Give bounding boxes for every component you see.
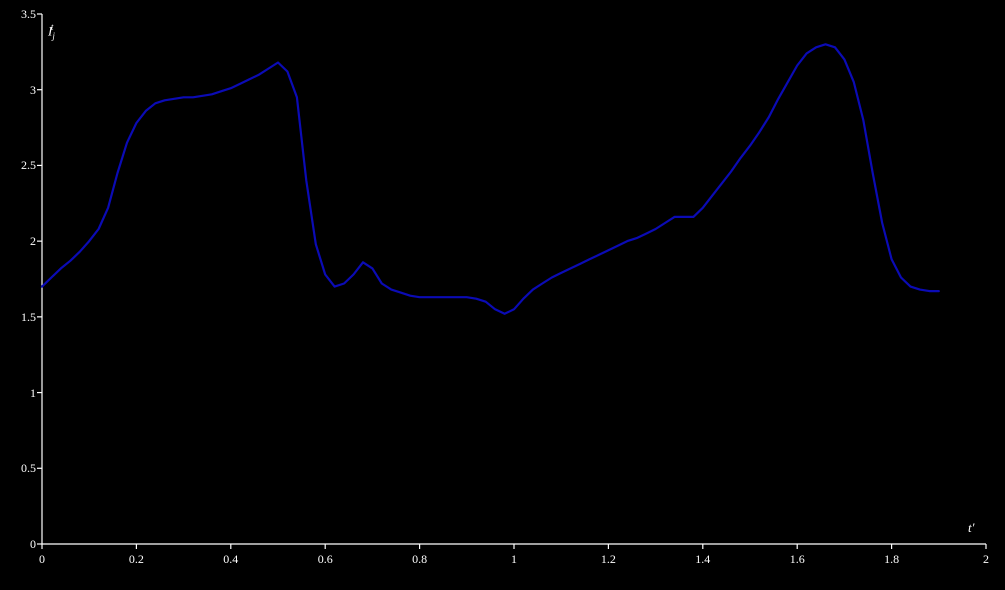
y-tick-label: 3.5: [12, 7, 36, 22]
y-tick-label: 0.5: [12, 461, 36, 476]
x-tick-label: 2: [983, 552, 989, 567]
x-tick-label: 1.2: [601, 552, 616, 567]
y-tick-label: 1.5: [12, 310, 36, 325]
x-tick-label: 1.8: [884, 552, 899, 567]
chart-svg: [0, 0, 1005, 590]
series-trajectory: [42, 44, 939, 314]
chart-stage: Ijt t′ 0 0.5 1 1.5 2 2.5 3 3.5 0 0.2 0.4 0.6 0.8 1 1.2…: [0, 0, 1005, 590]
y-tick-label: 1: [12, 386, 36, 401]
x-tick-label: 0.2: [129, 552, 144, 567]
x-tick-label: 1: [511, 552, 517, 567]
x-tick-label: 0: [39, 552, 45, 567]
y-tick-label: 0: [12, 537, 36, 552]
x-tick-label: 1.6: [790, 552, 805, 567]
x-tick-label: 1.4: [695, 552, 710, 567]
y-tick-label: 3: [12, 83, 36, 98]
y-axis-label: Ijt: [48, 22, 53, 41]
x-tick-label: 0.6: [318, 552, 333, 567]
x-axis-label: t′: [968, 520, 974, 536]
x-tick-label: 0.4: [223, 552, 238, 567]
y-tick-label: 2: [12, 234, 36, 249]
y-tick-label: 2.5: [12, 158, 36, 173]
x-tick-label: 0.8: [412, 552, 427, 567]
